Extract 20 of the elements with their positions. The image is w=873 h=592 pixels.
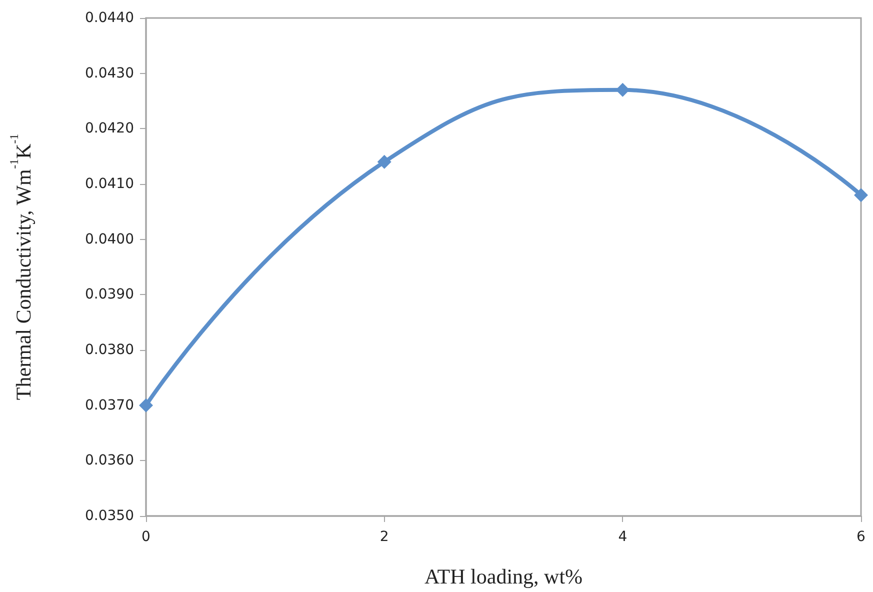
point bbox=[854, 188, 868, 202]
x-tick-label: 0 bbox=[142, 529, 150, 545]
y-tick-label: 0.0350 bbox=[85, 508, 134, 524]
y-tick-label: 0.0440 bbox=[85, 10, 134, 26]
y-tick-label: 0.0370 bbox=[85, 397, 134, 414]
point bbox=[616, 82, 630, 97]
y-tick-label: 0.0400 bbox=[85, 231, 134, 248]
y-tick-label: 0.0420 bbox=[85, 120, 134, 137]
x-tick-label: 4 bbox=[618, 529, 628, 545]
y-tick-label: 0.0410 bbox=[85, 176, 134, 192]
point bbox=[377, 154, 392, 169]
y-axis-title: Thermal Conductivity, Wm-1K-1 bbox=[7, 134, 36, 400]
point bbox=[139, 398, 153, 412]
y-tick-label: 0.0430 bbox=[85, 65, 134, 82]
x-tick-label: 2 bbox=[380, 529, 389, 545]
y-tick-label: 0.0390 bbox=[85, 286, 134, 303]
x-axis-title: ATH loading, wt% bbox=[424, 564, 583, 588]
y-tick-label: 0.0360 bbox=[85, 452, 134, 469]
x-tick-label: 6 bbox=[856, 529, 866, 545]
y-tick-label: 0.0380 bbox=[85, 342, 134, 358]
